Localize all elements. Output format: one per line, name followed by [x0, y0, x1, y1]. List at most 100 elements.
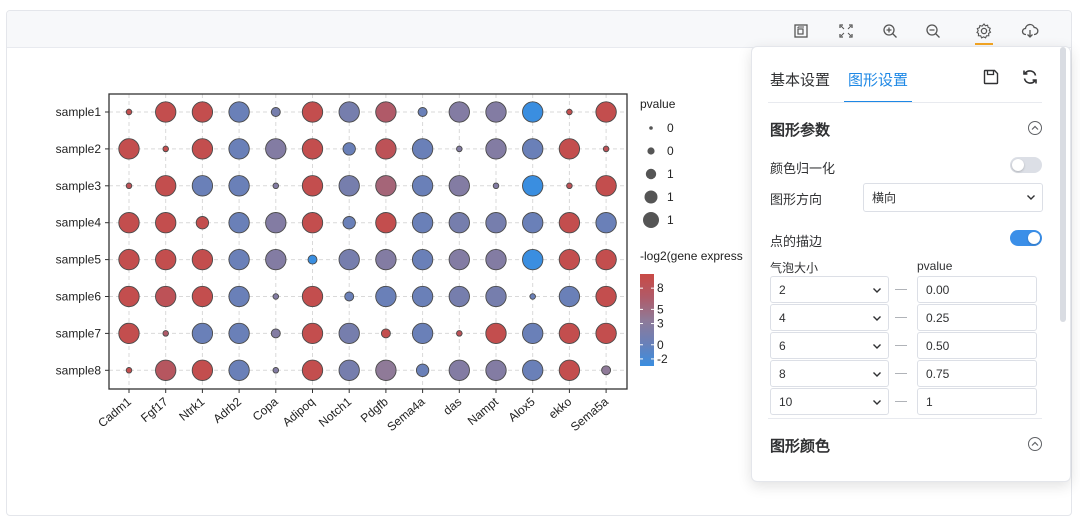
- tab-basic-settings[interactable]: 基本设置: [770, 72, 831, 89]
- bubble: [375, 248, 397, 271]
- x-tick-label: Adipoq: [280, 395, 318, 430]
- panel-scrollbar[interactable]: [1060, 47, 1066, 322]
- section-title-params: 图形参数: [770, 122, 831, 139]
- pvalue-value: 0.75: [926, 366, 950, 381]
- bubble: [595, 285, 617, 308]
- bubble: [522, 212, 544, 234]
- bubble: [485, 285, 507, 308]
- y-tick-label: sample1: [56, 105, 102, 119]
- collapse-colors-icon[interactable]: [1028, 437, 1042, 451]
- range-dash: [895, 373, 907, 374]
- bubble-size-select[interactable]: 2: [770, 276, 889, 303]
- bubble: [448, 285, 470, 308]
- bubble: [595, 175, 617, 197]
- bubble: [228, 322, 250, 345]
- size-legend-dot: [645, 168, 657, 180]
- bubble: [301, 285, 324, 308]
- bubble: [155, 285, 177, 308]
- tabs-divider: [768, 102, 1042, 103]
- direction-select[interactable]: 横向: [863, 183, 1043, 212]
- bubble: [380, 328, 391, 339]
- pvalue-value: 1: [926, 394, 933, 409]
- chevron-down-icon: [873, 316, 881, 321]
- pvalue-input[interactable]: 0.50: [917, 332, 1037, 359]
- bubble: [485, 101, 507, 123]
- bubble: [265, 248, 287, 271]
- bubble: [338, 248, 360, 271]
- bubble: [118, 248, 140, 271]
- size-legend-label: 0: [667, 121, 674, 135]
- x-tick-label: Cadm1: [95, 394, 134, 430]
- bubble: [270, 107, 281, 117]
- bubble: [342, 142, 356, 156]
- bubble: [411, 212, 434, 234]
- bubble: [558, 359, 581, 381]
- save-icon[interactable]: [981, 67, 1001, 87]
- section-divider: [768, 418, 1042, 419]
- bubble: [338, 359, 360, 381]
- range-dash: [895, 289, 907, 290]
- plot-frame: [108, 93, 628, 390]
- stroke-toggle[interactable]: [1010, 230, 1042, 246]
- bubble: [485, 248, 507, 271]
- bubble: [522, 322, 544, 345]
- color-legend-label: 5: [657, 302, 664, 316]
- bubble-size-select[interactable]: 8: [770, 360, 889, 387]
- pvalue-input[interactable]: 0.00: [917, 276, 1037, 303]
- size-legend-dot: [649, 126, 653, 130]
- collapse-params-icon[interactable]: [1028, 121, 1042, 135]
- color-legend-label: 0: [657, 338, 664, 352]
- normalize-toggle[interactable]: [1010, 157, 1042, 173]
- zoom-in-icon[interactable]: [879, 20, 901, 42]
- bubble: [338, 322, 360, 345]
- bubble: [448, 101, 470, 123]
- bubble: [595, 248, 617, 271]
- pvalue-input[interactable]: 0.75: [917, 360, 1037, 387]
- pvalue-input[interactable]: 1: [917, 388, 1037, 415]
- size-legend-dot: [647, 147, 655, 155]
- bubble: [265, 212, 287, 234]
- size-legend-label: 1: [667, 167, 674, 181]
- bubble: [448, 248, 470, 271]
- x-tick-label: Sema5a: [568, 394, 611, 434]
- fit-view-icon[interactable]: [790, 20, 812, 42]
- chevron-down-icon: [873, 344, 881, 349]
- bubble: [375, 359, 397, 381]
- fullscreen-icon[interactable]: [835, 20, 857, 42]
- pvalue-input[interactable]: 0.25: [917, 304, 1037, 331]
- bubble: [529, 293, 536, 300]
- bubble: [522, 175, 544, 197]
- bubble: [485, 359, 507, 381]
- refresh-icon[interactable]: [1020, 67, 1040, 87]
- tab-chart-settings[interactable]: 图形设置: [844, 69, 913, 103]
- direction-value: 横向: [872, 191, 897, 205]
- color-legend-label: -2: [657, 352, 668, 366]
- x-tick-label: ekko: [546, 394, 575, 421]
- y-tick-label: sample7: [56, 326, 102, 340]
- bubble: [558, 322, 581, 345]
- bubble-size-value: 2: [779, 282, 786, 297]
- bubble: [375, 101, 397, 123]
- bubble: [485, 212, 507, 234]
- download-icon[interactable]: [1019, 20, 1041, 42]
- bubble: [485, 322, 507, 345]
- bubble: [265, 138, 287, 160]
- zoom-out-icon[interactable]: [922, 20, 944, 42]
- section-title-colors: 图形颜色: [770, 438, 831, 455]
- range-dash: [895, 317, 907, 318]
- bubble: [118, 212, 140, 234]
- size-legend-label: 1: [667, 190, 674, 204]
- x-tick-label: das: [440, 395, 464, 418]
- bubble: [155, 359, 177, 381]
- bubble: [125, 108, 133, 116]
- y-tick-label: sample2: [56, 142, 102, 156]
- bubble: [448, 359, 470, 381]
- bubble-size-select[interactable]: 6: [770, 332, 889, 359]
- bubble-size-select[interactable]: 4: [770, 304, 889, 331]
- gear-icon[interactable]: [973, 20, 995, 45]
- color-legend-bar: [640, 274, 654, 366]
- bubble: [228, 101, 250, 123]
- bubble: [558, 212, 581, 234]
- bubble-size-select[interactable]: 10: [770, 388, 889, 415]
- bubble: [566, 108, 573, 116]
